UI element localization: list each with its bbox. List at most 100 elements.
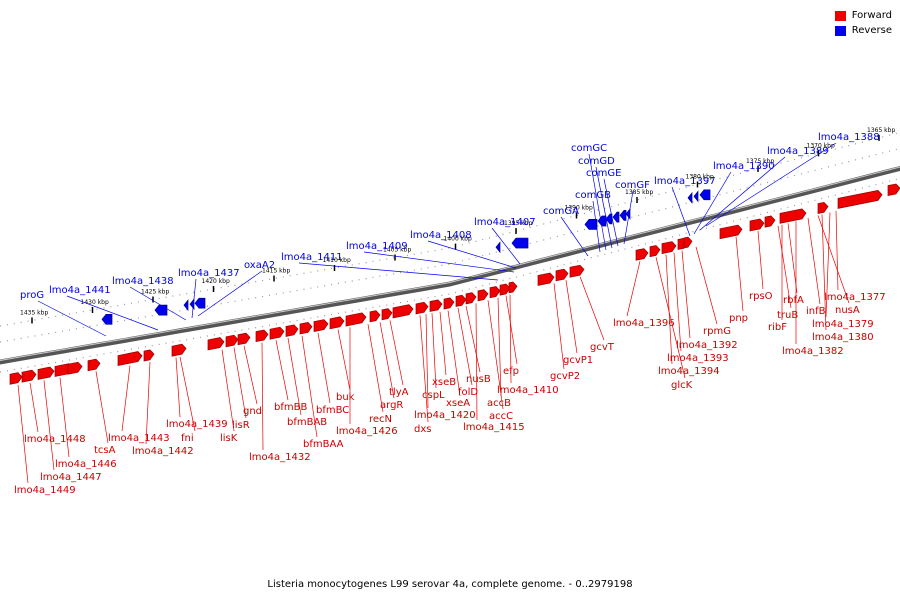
forward-gene-label: accB <box>487 398 511 409</box>
forward-gene-leader <box>179 356 196 432</box>
forward-gene-block <box>143 349 155 362</box>
forward-gene-block <box>237 332 251 346</box>
forward-gene-label: rpmG <box>703 326 731 337</box>
legend-forward-label: Forward <box>851 10 892 21</box>
forward-gene-label: lmo4a_1432 <box>249 452 311 463</box>
forward-gene-label: rbfA <box>783 295 804 306</box>
forward-gene-block <box>429 299 443 312</box>
forward-gene-leader <box>565 280 578 354</box>
reverse-gene-block <box>597 215 607 227</box>
forward-gene-label: lmo4a_1442 <box>132 446 194 457</box>
forward-gene-leader <box>431 313 437 389</box>
forward-gene-label: lmo4a_1379 <box>812 319 874 330</box>
forward-gene-label: dxs <box>414 424 431 435</box>
forward-gene-label: lmo4a_1380 <box>812 332 874 343</box>
reverse-gene-leader <box>427 240 517 269</box>
backbone-highlight <box>0 166 900 361</box>
forward-gene-label: truB <box>777 310 798 321</box>
reverse-gene-leader <box>705 142 837 227</box>
forward-gene-leader <box>389 320 404 386</box>
forward-gene-block <box>392 304 414 319</box>
forward-gene-leader <box>145 361 151 445</box>
scale-tick-label: 1365 kbp <box>867 127 895 134</box>
forward-gene-label: nusB <box>466 374 491 385</box>
forward-gene-leader <box>261 342 264 451</box>
forward-gene-label: bfmBAB <box>287 417 327 428</box>
forward-gene-leader <box>243 345 258 405</box>
forward-gene-leader <box>825 212 831 318</box>
forward-gene-label: pnp <box>729 313 748 324</box>
reverse-gene-block <box>495 241 501 254</box>
forward-gene-leader <box>367 324 384 413</box>
forward-gene-label: infB <box>806 306 826 317</box>
scale-tick-label: 1380 kbp <box>686 173 714 180</box>
forward-gene-label: gcvT <box>590 342 615 353</box>
forward-gene-label: lmo4a_1439 <box>166 419 228 430</box>
forward-gene-leader <box>673 252 682 352</box>
forward-gene-leader <box>337 329 351 391</box>
forward-gene-label: tcsA <box>94 445 116 456</box>
scale-tick-label: 1430 kbp <box>81 299 109 306</box>
forward-gene-leader <box>221 349 235 432</box>
forward-gene-block <box>329 316 345 330</box>
reverse-gene-leader <box>37 300 107 337</box>
reverse-swatch <box>834 25 846 36</box>
forward-gene-leader <box>95 371 109 444</box>
forward-gene-block <box>415 301 429 315</box>
reverse-gene-label: lmo4a_1390 <box>713 161 775 172</box>
reverse-gene-leader <box>491 227 521 265</box>
forward-gene-block <box>21 369 37 383</box>
reverse-gene-label: lmo4a_1397 <box>654 176 716 187</box>
forward-gene-block <box>313 319 329 333</box>
scale-tick-label: 1400 kbp <box>444 236 472 243</box>
forward-gene-label: buk <box>336 392 355 403</box>
forward-gene-label: lmo4a_1382 <box>782 346 844 357</box>
reverse-gene-block <box>183 299 189 312</box>
legend-forward: Forward <box>834 8 892 23</box>
reverse-gene-block <box>101 313 113 325</box>
forward-gene-leader <box>757 230 764 290</box>
forward-gene-leader <box>735 236 744 312</box>
reverse-gene-leader <box>699 156 786 231</box>
forward-gene-block <box>171 343 187 357</box>
legend-reverse-label: Reverse <box>851 25 892 36</box>
forward-gene-block <box>635 248 649 261</box>
reverse-gene-block <box>584 218 598 230</box>
forward-gene-label: glcK <box>671 380 693 391</box>
forward-gene-leader <box>465 305 481 373</box>
reverse-gene-leader <box>595 166 613 249</box>
reverse-gene-label: comGC <box>571 143 607 154</box>
forward-gene-leader <box>497 297 502 397</box>
reverse-gene-leader <box>693 171 732 235</box>
forward-gene-leader <box>553 283 565 370</box>
forward-gene-block <box>381 308 393 321</box>
forward-gene-label: lmo4a_1410 <box>497 385 559 396</box>
reverse-gene-label: comGB <box>575 190 611 201</box>
forward-gene-leader <box>787 223 798 294</box>
forward-gene-leader <box>379 322 395 399</box>
forward-gene-leader <box>287 338 302 416</box>
scale-tick-label: 1395 kbp <box>504 220 532 227</box>
forward-gene-leader <box>121 365 131 432</box>
reverse-gene-label: comGE <box>586 168 621 179</box>
forward-gene-block <box>67 361 83 375</box>
scale-tick-label: 1375 kbp <box>746 158 774 165</box>
reverse-gene-label: lmo4a_1388 <box>818 132 880 143</box>
reverse-gene-label: lmo4a_1409 <box>346 241 408 252</box>
reverse-gene-label: comGD <box>578 156 615 167</box>
reverse-gene-label: lmo4a_1411 <box>281 252 343 263</box>
forward-gene-leader <box>681 250 691 339</box>
forward-gene-label: ribF <box>768 322 787 333</box>
forward-gene-block <box>555 268 569 282</box>
reverse-gene-label: lmo4a_1441 <box>49 285 111 296</box>
forward-gene-block <box>649 245 661 258</box>
forward-gene-leader <box>626 261 641 317</box>
genome-backbone <box>0 165 900 365</box>
reverse-gene-label: lmo4a_1408 <box>410 230 472 241</box>
forward-gene-leader <box>439 311 447 376</box>
forward-gene-label: folD <box>458 387 478 398</box>
legend-reverse: Reverse <box>834 23 892 38</box>
reverse-gene-block <box>605 213 613 225</box>
forward-gene-leader <box>821 214 827 331</box>
